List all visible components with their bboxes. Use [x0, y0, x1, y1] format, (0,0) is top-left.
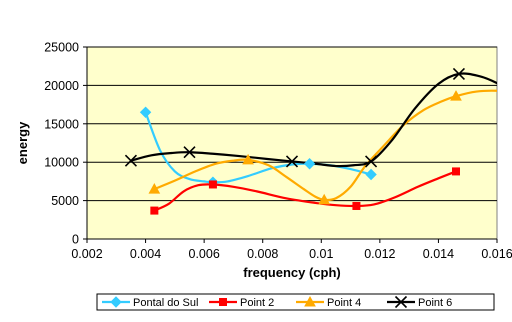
marker-triangle: [148, 183, 161, 194]
axes: [83, 46, 498, 243]
marker-x-stroke: [452, 67, 465, 80]
legend-label: Point 4: [327, 297, 361, 309]
legend-item: Pontal do Sul: [102, 296, 198, 309]
marker-square: [219, 298, 227, 306]
marker-diamond: [303, 158, 316, 170]
marker-x: [124, 154, 137, 167]
x-axis-label: frequency (cph): [243, 265, 341, 280]
legend-items: Pontal do Sul Point 2 Point 4 Point 6: [102, 295, 452, 309]
plot-area: [86, 46, 498, 240]
marker-x-stroke: [394, 295, 408, 309]
y-tick-label: 10000: [44, 156, 79, 170]
legend-item: Point 4: [296, 295, 361, 309]
x-tick-label: 0.006: [189, 247, 220, 261]
legend-label: Point 6: [418, 297, 452, 309]
marker-x: [452, 67, 465, 80]
marker-triangle: [242, 153, 254, 165]
marker-diamond: [139, 106, 152, 118]
x-tick-label: 0.012: [364, 247, 395, 261]
legend-item: Point 6: [387, 295, 452, 309]
x-tick-label: 0.01: [309, 247, 333, 261]
marker-x: [183, 146, 196, 159]
y-tick-label: 0: [72, 233, 79, 247]
legend: [96, 293, 495, 311]
y-tick-label: 5000: [51, 194, 79, 208]
x-tick-label: 0.004: [130, 247, 161, 261]
marker-triangle: [450, 90, 462, 101]
marker-square: [208, 180, 217, 189]
x-tick-label: 0.014: [423, 247, 454, 261]
marker-square: [352, 201, 361, 210]
marker-diamond: [110, 296, 122, 308]
y-tick-label: 15000: [44, 117, 79, 131]
x-tick-label: 0.016: [481, 247, 512, 261]
marker-triangle: [318, 193, 331, 205]
markers-group: [124, 67, 465, 215]
y-tick-label: 25000: [44, 41, 79, 55]
marker-square: [150, 206, 159, 215]
marker-x-stroke: [365, 155, 378, 168]
marker-diamond: [365, 168, 377, 181]
marker-x-stroke: [285, 155, 299, 168]
y-axis-label: energy: [15, 121, 30, 164]
y-tick-label: 20000: [44, 79, 79, 93]
legend-item: Point 2: [209, 297, 274, 309]
marker-x: [285, 155, 299, 168]
marker-x-stroke: [183, 146, 196, 159]
series-line-3: [153, 89, 497, 202]
marker-triangle: [304, 295, 316, 307]
x-tick-label: 0.008: [247, 247, 278, 261]
tick-labels: 0 5000 10000 15000 20000 25000 0.002 0.004 0.006…: [44, 41, 512, 262]
marker-square: [452, 167, 460, 176]
marker-x-stroke: [124, 154, 137, 167]
legend-label: Pontal do Sul: [133, 297, 198, 309]
marker-x: [394, 295, 408, 309]
marker-x: [365, 155, 378, 168]
x-tick-label: 0.002: [71, 247, 102, 261]
series-line-2: [153, 170, 457, 212]
legend-label: Point 2: [240, 297, 274, 309]
